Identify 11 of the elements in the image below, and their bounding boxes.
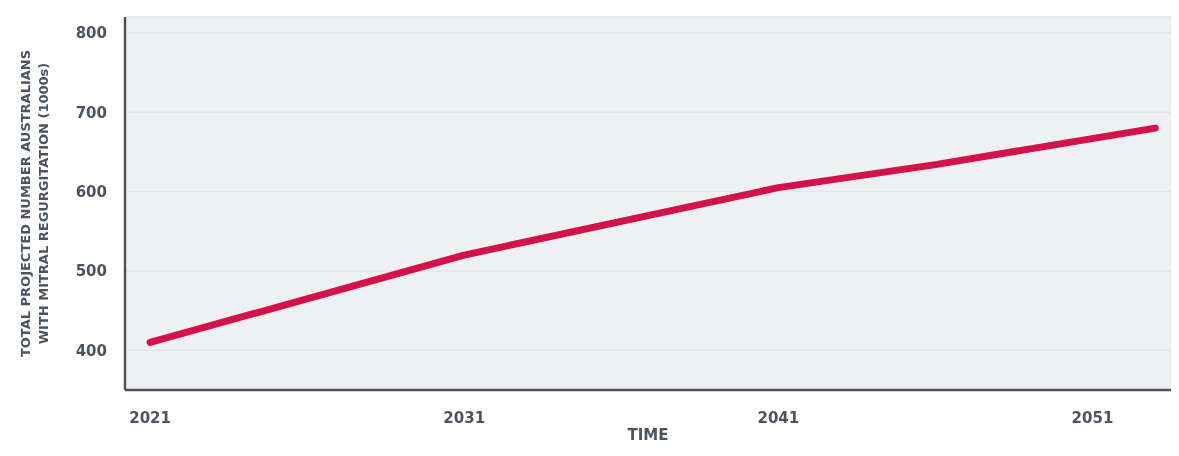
y-tick-label: 800 [75, 24, 107, 43]
y-axis-title: TOTAL PROJECTED NUMBER AUSTRALIANS WITH MITRAL REGURGITATION (1000s) [18, 49, 51, 358]
x-tick-label: 2021 [129, 408, 171, 427]
y-tick-label: 700 [75, 103, 107, 122]
x-tick-label: 2031 [443, 408, 486, 427]
y-tick-label: 600 [75, 182, 107, 201]
x-axis-title: TIME [627, 426, 669, 444]
y-tick-label: 400 [75, 341, 107, 360]
x-tick-label: 2051 [1071, 408, 1114, 427]
y-tick-label: 500 [75, 262, 107, 281]
x-tick-label: 2041 [757, 408, 800, 427]
